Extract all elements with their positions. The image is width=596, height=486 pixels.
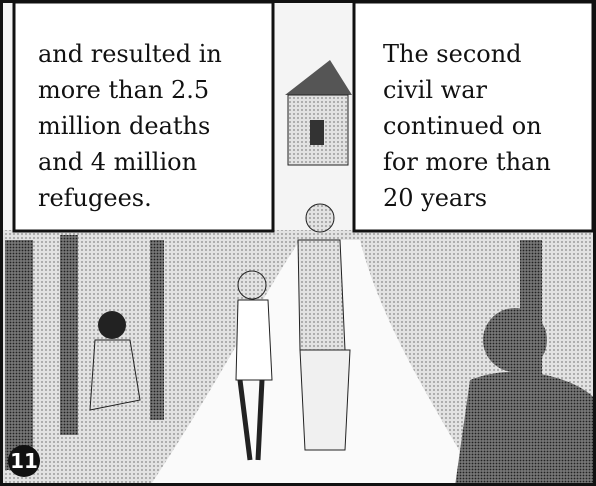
caption-line: civil war <box>383 76 488 104</box>
caption-line: continued on <box>383 112 542 140</box>
panel-number: 11 <box>10 449 38 473</box>
caption-line: for more than <box>383 148 551 176</box>
page: and resulted in more than 2.5 million deat… <box>0 0 596 486</box>
caption-line: and 4 million <box>38 148 197 176</box>
caption-line: and resulted in <box>38 40 222 68</box>
caption-line: The second <box>383 40 522 68</box>
caption-line: more than 2.5 <box>38 76 209 104</box>
comic-panel: and resulted in more than 2.5 million deat… <box>0 0 596 486</box>
caption-line: million deaths <box>38 112 210 140</box>
caption-line: 20 years <box>383 184 487 212</box>
caption-line: refugees. <box>38 184 152 212</box>
